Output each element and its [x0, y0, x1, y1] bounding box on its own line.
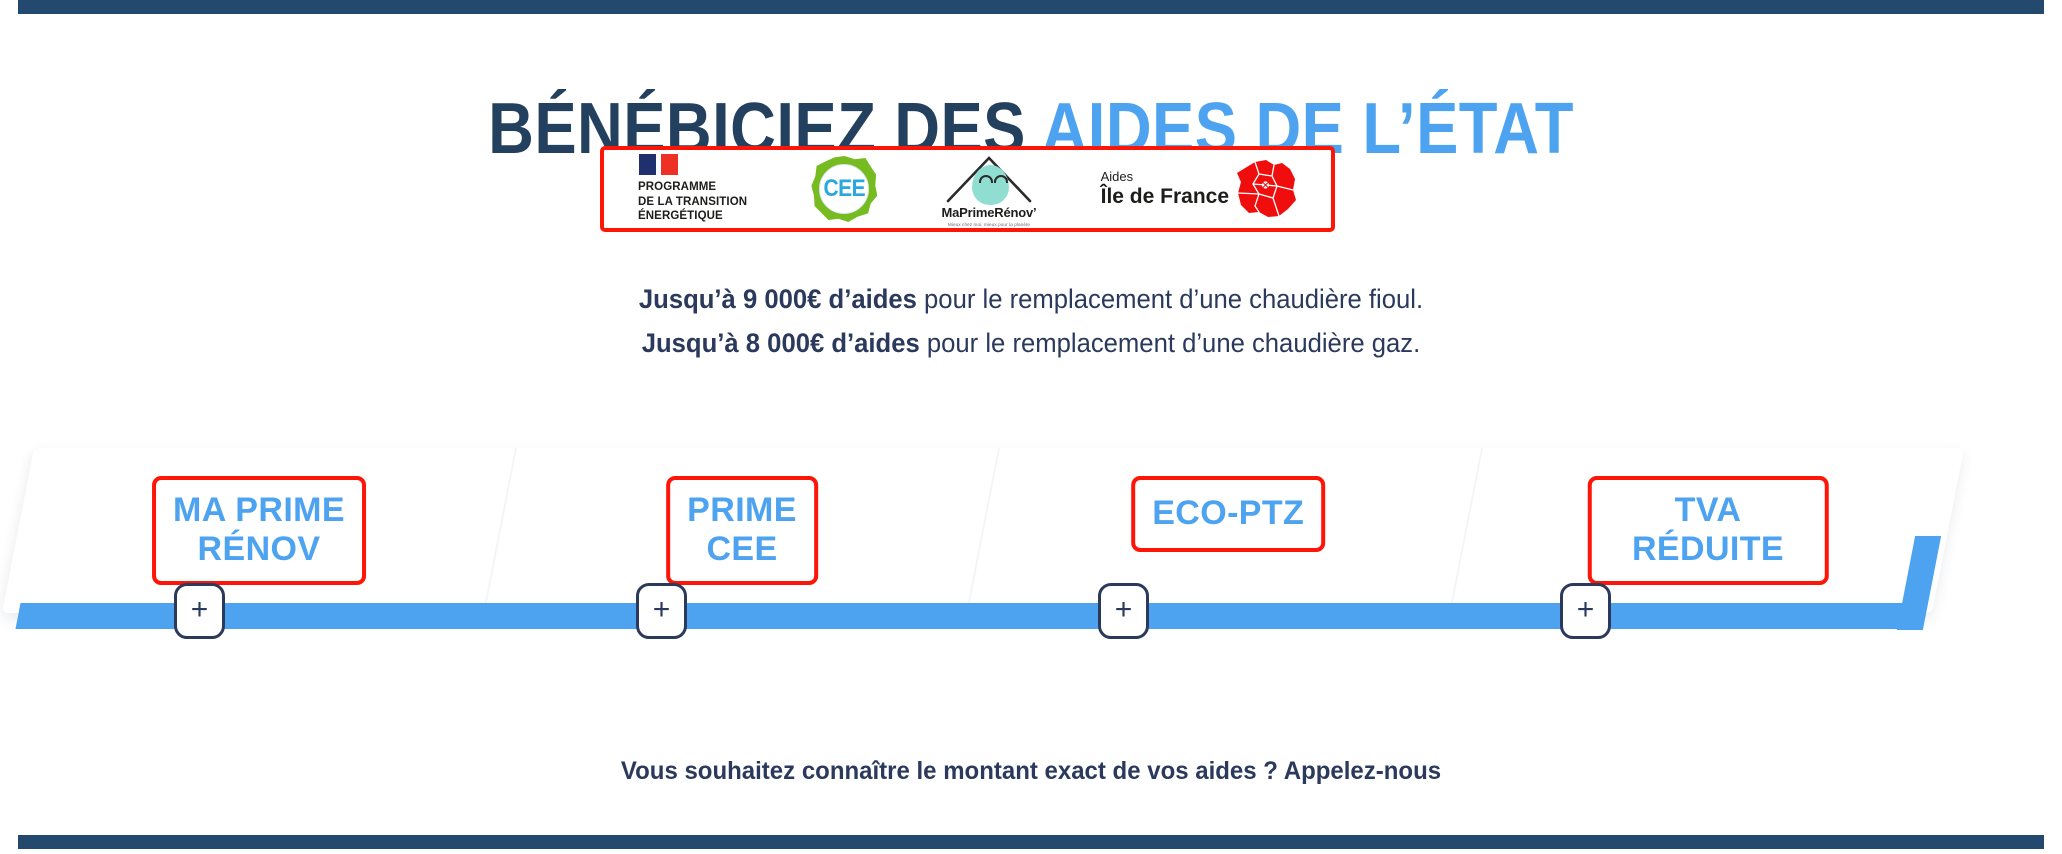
logo-programme-text: PROGRAMME DE LA TRANSITION ÉNERGÉTIQUE — [638, 180, 747, 223]
bottom-divider-bar — [18, 835, 2044, 849]
logo-programme-transition-energetique: PROGRAMME DE LA TRANSITION ÉNERGÉTIQUE — [638, 154, 747, 223]
aid-line-gaz: Jusqu’à 8 000€ d’aides pour le remplacem… — [52, 322, 2011, 366]
page-title: BÉNÉBICIEZ DES AIDES DE L’ÉTAT — [124, 91, 1939, 168]
aid-line-fioul-rest: pour le remplacement d’une chaudière fio… — [916, 284, 1424, 314]
logo-cee: CEE — [811, 156, 878, 222]
expand-button-tva-reduite[interactable]: + — [1560, 583, 1611, 639]
aid-amount-lines: Jusqu’à 9 000€ d’aides pour le remplacem… — [0, 278, 2062, 365]
aid-card-label-prime-cee[interactable]: PRIME CEE — [665, 476, 818, 585]
logo-maprimerenov: MaPrimeRénov’ Mieux chez moi, mieux pour… — [942, 151, 1037, 227]
aid-card-label-ma-prime-renov[interactable]: MA PRIME RÉNOV — [151, 476, 366, 585]
logo-idf-small: Aides — [1100, 169, 1134, 185]
logo-maprimerenov-name: MaPrimeRénov’ — [941, 205, 1037, 220]
aid-line-fioul: Jusqu’à 9 000€ d’aides pour le remplacem… — [52, 278, 2011, 322]
expand-button-eco-ptz[interactable]: + — [1098, 583, 1149, 639]
top-divider-bar — [18, 0, 2044, 14]
expand-button-prime-cee[interactable]: + — [636, 583, 687, 639]
aid-card-label-tva-reduite[interactable]: TVA RÉDUITE — [1587, 476, 1828, 585]
logo-programme-line3: ÉNERGÉTIQUE — [638, 210, 723, 223]
logo-maprimerenov-tagline: Mieux chez moi, mieux pour la planète — [947, 222, 1031, 227]
cee-label: CEE — [823, 175, 866, 202]
cee-badge-icon: CEE — [811, 156, 878, 222]
call-to-action-text: Vous souhaitez connaître le montant exac… — [620, 757, 1442, 785]
partner-logo-strip: PROGRAMME DE LA TRANSITION ÉNERGÉTIQUE C… — [600, 146, 1335, 232]
logo-idf-big: Île de France — [1100, 184, 1229, 208]
house-smile-icon — [944, 151, 1034, 205]
aid-line-fioul-amount: Jusqu’à 9 000€ d’aides — [638, 284, 917, 314]
french-flag-icon — [639, 154, 678, 176]
logo-programme-line1: PROGRAMME — [638, 181, 717, 194]
ile-de-france-map-icon — [1237, 160, 1296, 217]
expand-button-ma-prime-renov[interactable]: + — [174, 583, 225, 639]
aid-line-gaz-amount: Jusqu’à 8 000€ d’aides — [641, 327, 920, 358]
logo-idf-text: Aides Île de France — [1100, 169, 1229, 208]
aid-card-label-eco-ptz[interactable]: ECO-PTZ — [1130, 476, 1325, 552]
aid-cards-ribbon: MA PRIME RÉNOV PRIME CEE ECO-PTZ TVA RÉD… — [0, 448, 2062, 658]
expand-buttons-row: + + + + — [0, 583, 2062, 653]
logo-aides-ile-de-france: Aides Île de France — [1101, 160, 1297, 218]
logo-programme-line2: DE LA TRANSITION — [638, 195, 748, 208]
aid-line-gaz-rest: pour le remplacement d’une chaudière gaz… — [919, 327, 1421, 358]
